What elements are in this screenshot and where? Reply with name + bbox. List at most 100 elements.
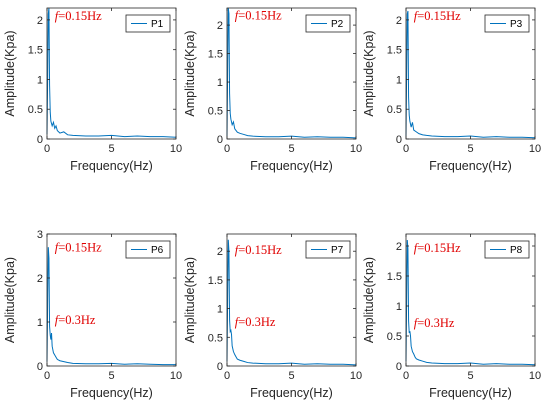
y-tick-label: 0.5	[387, 331, 402, 343]
annotation-label: f=0.3Hz	[414, 316, 455, 330]
x-tick-label: 5	[108, 370, 114, 382]
y-axis-label: Amplitude(Kpa)	[362, 30, 376, 116]
y-tick-label: 2	[37, 15, 43, 27]
x-tick-label: 0	[224, 370, 230, 382]
x-tick-label: 10	[350, 143, 362, 155]
y-tick-label: 1.5	[208, 275, 223, 287]
annotation-label: f=0.15Hz	[414, 241, 461, 255]
legend-label: P1	[151, 19, 164, 30]
annotation-symbol: f	[55, 313, 60, 327]
series-line-P6	[46, 247, 176, 366]
series-line-P3	[405, 10, 536, 139]
y-tick-label: 1.5	[28, 45, 43, 57]
x-axis-label: Frequency(Hz)	[250, 159, 333, 173]
legend-label: P7	[331, 245, 344, 256]
y-tick-label: 3	[37, 229, 43, 241]
x-tick-label: 0	[403, 370, 409, 382]
y-axis-label: Amplitude(Kpa)	[183, 30, 197, 116]
y-axis-label: Amplitude(Kpa)	[183, 257, 197, 343]
legend-label: P3	[510, 19, 523, 30]
legend-label: P8	[510, 245, 523, 256]
series-line-P8	[405, 239, 536, 366]
x-axis-label: Frequency(Hz)	[70, 159, 153, 173]
annotation-value: =0.3Hz	[417, 316, 455, 330]
y-tick-label: 2	[396, 241, 402, 253]
y-tick-label: 1	[37, 74, 43, 86]
x-tick-label: 5	[288, 370, 294, 382]
y-tick-label: 0	[396, 361, 402, 373]
x-tick-label: 10	[529, 143, 541, 155]
x-tick-label: 0	[44, 370, 50, 382]
annotation-symbol: f	[235, 8, 240, 22]
x-axis-label: Frequency(Hz)	[70, 386, 153, 400]
y-tick-label: 0.5	[208, 332, 223, 344]
y-tick-label: 1.5	[387, 45, 402, 57]
legend: P2	[305, 14, 351, 33]
x-axis-label: Frequency(Hz)	[250, 386, 333, 400]
series-line-P7	[226, 239, 357, 366]
y-tick-label: 0	[37, 134, 43, 146]
x-tick-label: 5	[467, 370, 473, 382]
x-tick-label: 10	[529, 370, 541, 382]
y-tick-label: 2	[37, 273, 43, 285]
annotation-label: f=0.15Hz	[414, 9, 461, 23]
y-tick-label: 0	[37, 361, 43, 373]
x-tick-label: 0	[224, 143, 230, 155]
x-tick-label: 10	[170, 370, 182, 382]
y-axis-label: Amplitude(Kpa)	[3, 257, 17, 343]
chart-panel-1: 0 5 10 0 0.5 1 1.5 2 Frequency(Hz) Amplitude(Kpa)…	[3, 7, 182, 173]
y-tick-label: 1	[37, 317, 43, 329]
legend: P6	[125, 240, 171, 259]
annotation-value: =0.3Hz	[238, 315, 276, 329]
y-tick-label: 2	[217, 246, 223, 258]
annotation-label: f=0.15Hz	[55, 9, 102, 23]
x-tick-label: 5	[288, 143, 294, 155]
legend-box	[305, 240, 351, 259]
x-tick-label: 10	[350, 370, 362, 382]
x-tick-label: 10	[170, 143, 182, 155]
y-tick-label: 0	[396, 134, 402, 146]
annotation-value: =0.15Hz	[417, 9, 461, 23]
annotation-label: f=0.3Hz	[235, 315, 276, 329]
y-axis-label: Amplitude(Kpa)	[3, 30, 17, 116]
annotation-value: =0.15Hz	[58, 9, 102, 23]
annotation-label: f=0.15Hz	[55, 241, 102, 255]
x-axis-label: Frequency(Hz)	[429, 159, 512, 173]
annotation-symbol: f	[55, 9, 60, 23]
y-tick-label: 1	[217, 77, 223, 89]
series-line-P1	[46, 7, 177, 138]
annotation-value: =0.15Hz	[58, 241, 102, 255]
y-tick-label: 2	[217, 20, 223, 32]
x-tick-label: 0	[403, 143, 409, 155]
series-line-P2	[226, 7, 357, 139]
y-tick-label: 0.5	[208, 106, 223, 118]
y-tick-label: 1	[396, 301, 402, 313]
annotation-symbol: f	[55, 241, 60, 255]
legend: P1	[125, 14, 171, 33]
y-tick-label: 1.5	[387, 271, 402, 283]
x-tick-label: 5	[467, 143, 473, 155]
chart-panel-5: 0 5 10 0 0.5 1 1.5 2 Frequency(Hz) Amplitude(Kpa)…	[183, 233, 362, 400]
legend-box	[484, 240, 530, 259]
legend-label: P2	[331, 19, 344, 30]
legend-box	[125, 14, 171, 33]
annotation-value: =0.15Hz	[417, 241, 461, 255]
legend: P8	[484, 240, 530, 259]
x-tick-label: 0	[44, 143, 50, 155]
y-tick-label: 0	[217, 361, 223, 373]
legend: P7	[305, 240, 351, 259]
annotation-symbol: f	[414, 316, 419, 330]
y-axis-label: Amplitude(Kpa)	[362, 257, 376, 343]
legend-box	[484, 14, 530, 33]
x-tick-label: 5	[108, 143, 114, 155]
annotation-value: =0.15Hz	[238, 243, 282, 257]
legend-label: P6	[151, 245, 164, 256]
y-tick-label: 1	[217, 304, 223, 316]
annotation-symbol: f	[414, 241, 419, 255]
annotation-symbol: f	[235, 243, 240, 257]
y-tick-label: 0.5	[387, 104, 402, 116]
annotation-label: f=0.15Hz	[235, 243, 282, 257]
legend: P3	[484, 14, 530, 33]
y-tick-label: 0	[217, 134, 223, 146]
chart-panel-3: 0 5 10 0 0.5 1 1.5 2 Frequency(Hz) Amplitude(Kpa)…	[362, 7, 541, 173]
